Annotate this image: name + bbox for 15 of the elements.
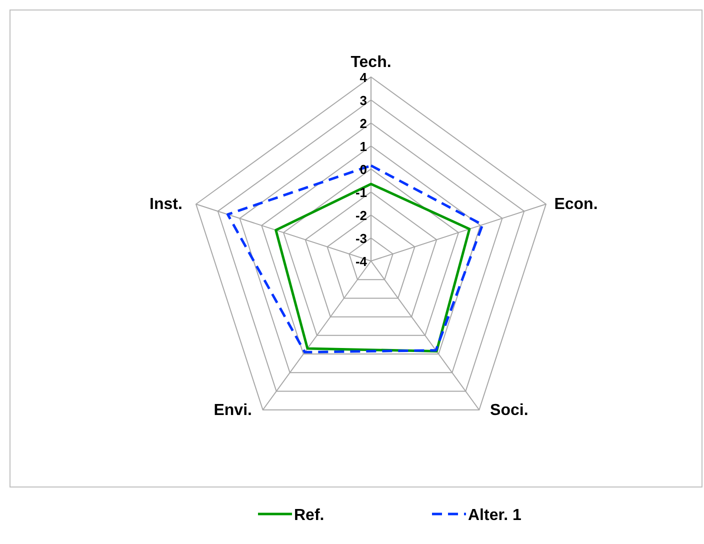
- legend-label: Ref.: [294, 507, 324, 524]
- legend-label: Alter. 1: [468, 507, 522, 524]
- y-tick-label: 2: [360, 116, 367, 131]
- spoke-label: Inst.: [150, 196, 182, 214]
- spoke-label: Econ.: [554, 196, 598, 214]
- y-tick-label: -3: [355, 231, 367, 246]
- y-tick-label: 4: [360, 70, 368, 85]
- y-tick-label: -4: [355, 254, 368, 269]
- spoke-label: Soci.: [490, 402, 528, 419]
- y-tick-label: 1: [360, 139, 367, 154]
- y-tick-label: 3: [360, 93, 367, 108]
- y-tick-label: -2: [355, 208, 367, 223]
- y-tick-label: -1: [355, 185, 367, 200]
- spoke-label: Envi.: [214, 402, 252, 419]
- spoke-label: Tech.: [350, 54, 392, 71]
